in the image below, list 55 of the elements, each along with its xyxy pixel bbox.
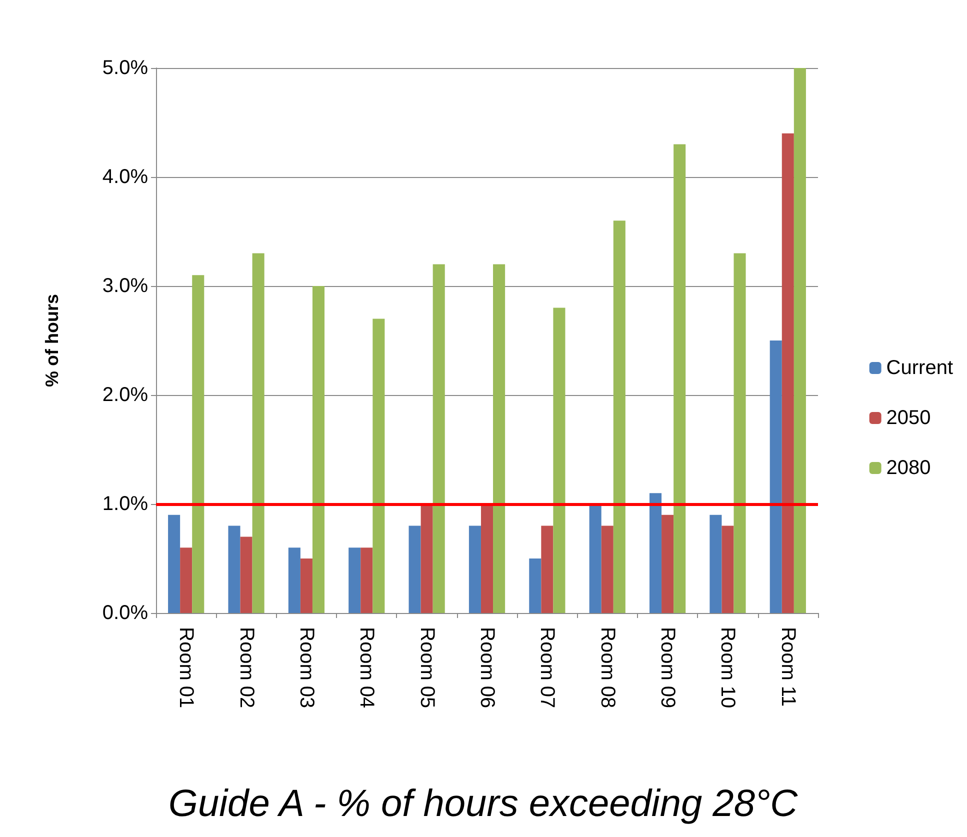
bar [348, 548, 361, 613]
bar [601, 526, 614, 613]
x-tick-label: Room 06 [476, 627, 498, 708]
bar [782, 133, 794, 613]
bar [360, 548, 373, 613]
legend-label: Current [886, 357, 954, 379]
x-tick-label: Room 04 [356, 627, 378, 708]
x-tick-label: Room 02 [235, 627, 258, 708]
bar [180, 548, 192, 613]
y-tick-label: 5.0% [102, 57, 148, 79]
bar [649, 493, 662, 613]
y-tick-label: 4.0% [102, 166, 148, 188]
bar [480, 504, 494, 613]
x-tick-label: Room 01 [175, 627, 198, 708]
x-tick-label: Room 09 [656, 627, 679, 708]
y-tick-label: 0.0% [102, 602, 148, 624]
x-tick-label: Room 03 [295, 627, 318, 708]
bar [168, 514, 180, 613]
bar [529, 558, 542, 613]
bar [408, 526, 421, 613]
bar [468, 526, 481, 613]
bar [541, 526, 554, 613]
bar [240, 536, 252, 613]
bar [228, 526, 240, 613]
text: Guide A - % of hours exceeding 28°C [168, 783, 798, 825]
bar [662, 514, 674, 613]
x-tick-label: Room 05 [416, 627, 438, 708]
x-tick-label: Room 10 [716, 627, 739, 708]
bar [734, 253, 746, 613]
x-tick-label: Room 11 [776, 627, 799, 707]
bar [432, 264, 445, 613]
y-tick-label: 3.0% [102, 275, 148, 297]
bar [589, 504, 602, 613]
bar [722, 526, 734, 613]
legend-label: 2050 [886, 407, 931, 429]
bar [312, 286, 325, 613]
x-tick-label: Room 07 [536, 627, 558, 708]
bar [192, 275, 204, 613]
bar [288, 548, 300, 613]
bar [553, 308, 566, 613]
bar [710, 514, 722, 613]
bar [420, 504, 433, 613]
bar [252, 253, 264, 613]
bar [372, 318, 385, 613]
x-tick-label: Room 08 [596, 627, 618, 708]
y-tick-label: 1.0% [102, 493, 148, 515]
y-axis-title: % of hours [42, 294, 62, 387]
bar [493, 264, 506, 613]
bar [674, 144, 686, 613]
y-tick-label: 2.0% [102, 384, 148, 406]
bar [794, 68, 806, 613]
bar [613, 220, 626, 613]
bar [300, 558, 312, 613]
bar [770, 340, 782, 613]
legend-label: 2080 [886, 457, 931, 479]
